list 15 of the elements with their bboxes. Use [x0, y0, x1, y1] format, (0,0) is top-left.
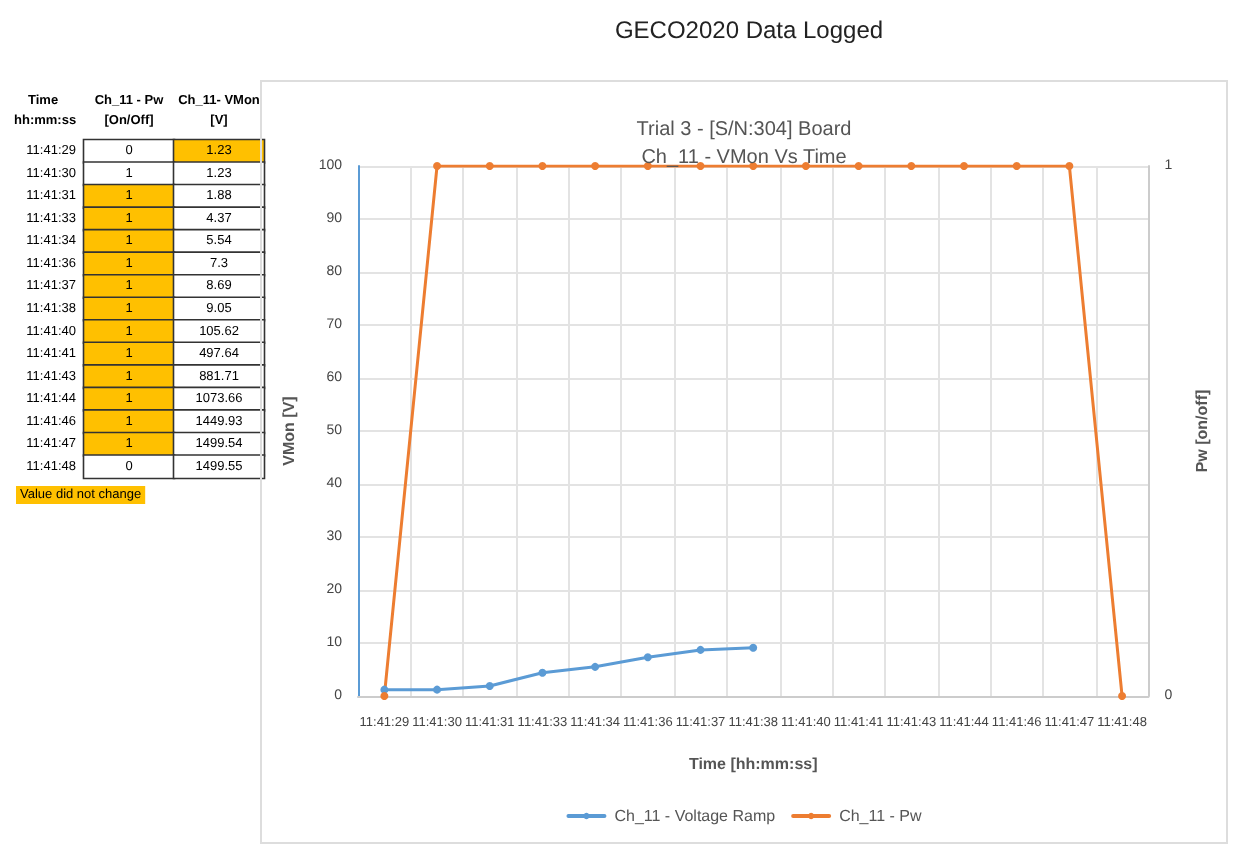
- point: [749, 643, 758, 652]
- chart-title: GECO2020 Data Logged: [612, 16, 886, 44]
- legend-label: Ch_11 - Voltage Ramp: [614, 807, 777, 825]
- chart-subtitle: Trial 3 - [S/N:304] Board: [636, 119, 852, 141]
- point: [433, 685, 442, 694]
- point: [591, 662, 600, 671]
- point: [643, 653, 652, 662]
- y2-axis-title: Pw [on/off]: [1193, 389, 1211, 473]
- x-axis-title: Time [hh:mm:ss]: [688, 755, 819, 773]
- y-axis-title: VMon [V]: [279, 395, 298, 466]
- annotation: Ch_11 - VMon Vs Time: [641, 147, 848, 169]
- legend-label: Ch_11 - Pw: [839, 807, 922, 825]
- point: [538, 668, 547, 677]
- point: [485, 681, 494, 690]
- point: [696, 645, 705, 654]
